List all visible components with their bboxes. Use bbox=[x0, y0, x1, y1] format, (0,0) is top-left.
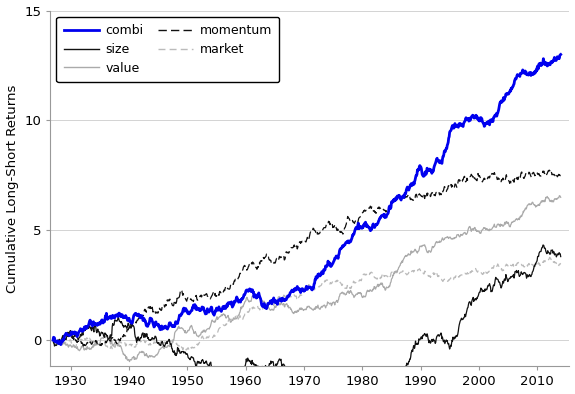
Legend: combi, size, value, momentum, market: combi, size, value, momentum, market bbox=[56, 17, 279, 82]
Y-axis label: Cumulative Long-Short Returns: Cumulative Long-Short Returns bbox=[6, 84, 18, 293]
